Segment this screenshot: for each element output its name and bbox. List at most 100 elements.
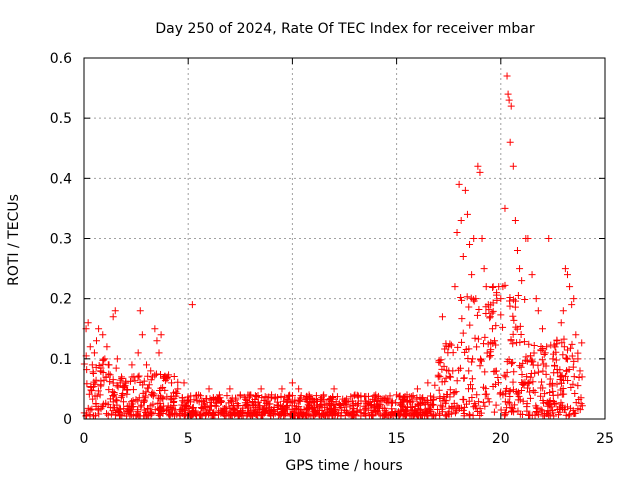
data-point [447, 341, 455, 349]
data-point [451, 283, 459, 291]
data-point [185, 396, 193, 404]
data-point [529, 386, 537, 394]
data-point [319, 392, 327, 400]
y-tick-label: 0.3 [50, 232, 72, 248]
data-point [84, 319, 92, 327]
data-point [461, 186, 469, 194]
data-point [138, 331, 146, 339]
data-point [577, 400, 585, 408]
data-point [449, 367, 457, 375]
data-point [111, 411, 119, 419]
y-tick-label: 0 [63, 412, 72, 428]
data-point [442, 342, 450, 350]
data-point [403, 406, 411, 414]
data-point [458, 315, 466, 323]
data-point [506, 294, 514, 302]
data-point [156, 386, 164, 394]
data-point [542, 370, 550, 378]
data-point [518, 411, 526, 419]
data-point [477, 355, 485, 363]
data-point [541, 349, 549, 357]
y-tick-label: 0.6 [50, 51, 72, 67]
data-point [409, 397, 417, 405]
data-point [514, 291, 522, 299]
data-point [304, 401, 312, 409]
data-point [167, 404, 175, 412]
data-point [471, 334, 479, 342]
data-point [103, 410, 111, 418]
data-point [538, 356, 546, 364]
data-point [144, 372, 152, 380]
data-point [570, 295, 578, 303]
data-point [513, 339, 521, 347]
data-point [570, 409, 578, 417]
data-point [568, 301, 576, 309]
data-point [271, 409, 279, 417]
data-point [114, 383, 122, 391]
data-point [510, 316, 518, 324]
data-point [134, 349, 142, 357]
x-axis: 0 5 10 15 20 25 [80, 58, 614, 447]
data-point [509, 386, 517, 394]
data-point [99, 360, 107, 368]
data-point [362, 399, 370, 407]
data-point [203, 403, 211, 411]
data-point [552, 348, 560, 356]
data-point [280, 409, 288, 417]
data-point [468, 271, 476, 279]
data-point [141, 394, 149, 402]
data-point [525, 340, 533, 348]
data-point [532, 402, 540, 410]
data-point [156, 405, 164, 413]
data-point [465, 345, 473, 353]
data-point [174, 378, 182, 386]
data-point [366, 400, 374, 408]
data-point [551, 362, 559, 370]
data-markers [80, 72, 586, 420]
data-point [254, 398, 262, 406]
data-point [427, 392, 435, 400]
data-point [140, 377, 148, 385]
data-point [457, 216, 465, 224]
data-point [195, 398, 203, 406]
data-point [397, 401, 405, 409]
x-tick-label: 5 [184, 431, 193, 447]
data-point [329, 394, 337, 402]
data-point [140, 398, 148, 406]
data-point [443, 391, 451, 399]
data-point [534, 307, 542, 315]
data-point [145, 405, 153, 413]
data-point [553, 336, 561, 344]
data-point [278, 385, 286, 393]
y-tick-label: 0.2 [50, 292, 72, 308]
data-point [442, 374, 450, 382]
data-point [476, 405, 484, 413]
data-point [509, 378, 517, 386]
data-point [111, 307, 119, 315]
data-point [521, 295, 529, 303]
data-point [460, 409, 468, 417]
data-point [489, 299, 497, 307]
data-point [557, 379, 565, 387]
data-point [374, 392, 382, 400]
data-point [503, 72, 511, 80]
data-point [459, 406, 467, 414]
data-point [259, 406, 267, 414]
data-point [487, 338, 495, 346]
data-point [354, 393, 362, 401]
data-point [449, 349, 457, 357]
data-point [562, 372, 570, 380]
data-point [527, 373, 535, 381]
data-point [144, 384, 152, 392]
data-point [86, 411, 94, 419]
data-point [501, 412, 509, 420]
data-point [501, 281, 509, 289]
grid [84, 58, 605, 419]
data-point [106, 371, 114, 379]
data-point [214, 411, 222, 419]
data-point [484, 395, 492, 403]
data-point [304, 404, 312, 412]
data-point [312, 409, 320, 417]
data-point [460, 374, 468, 382]
data-point [128, 361, 136, 369]
